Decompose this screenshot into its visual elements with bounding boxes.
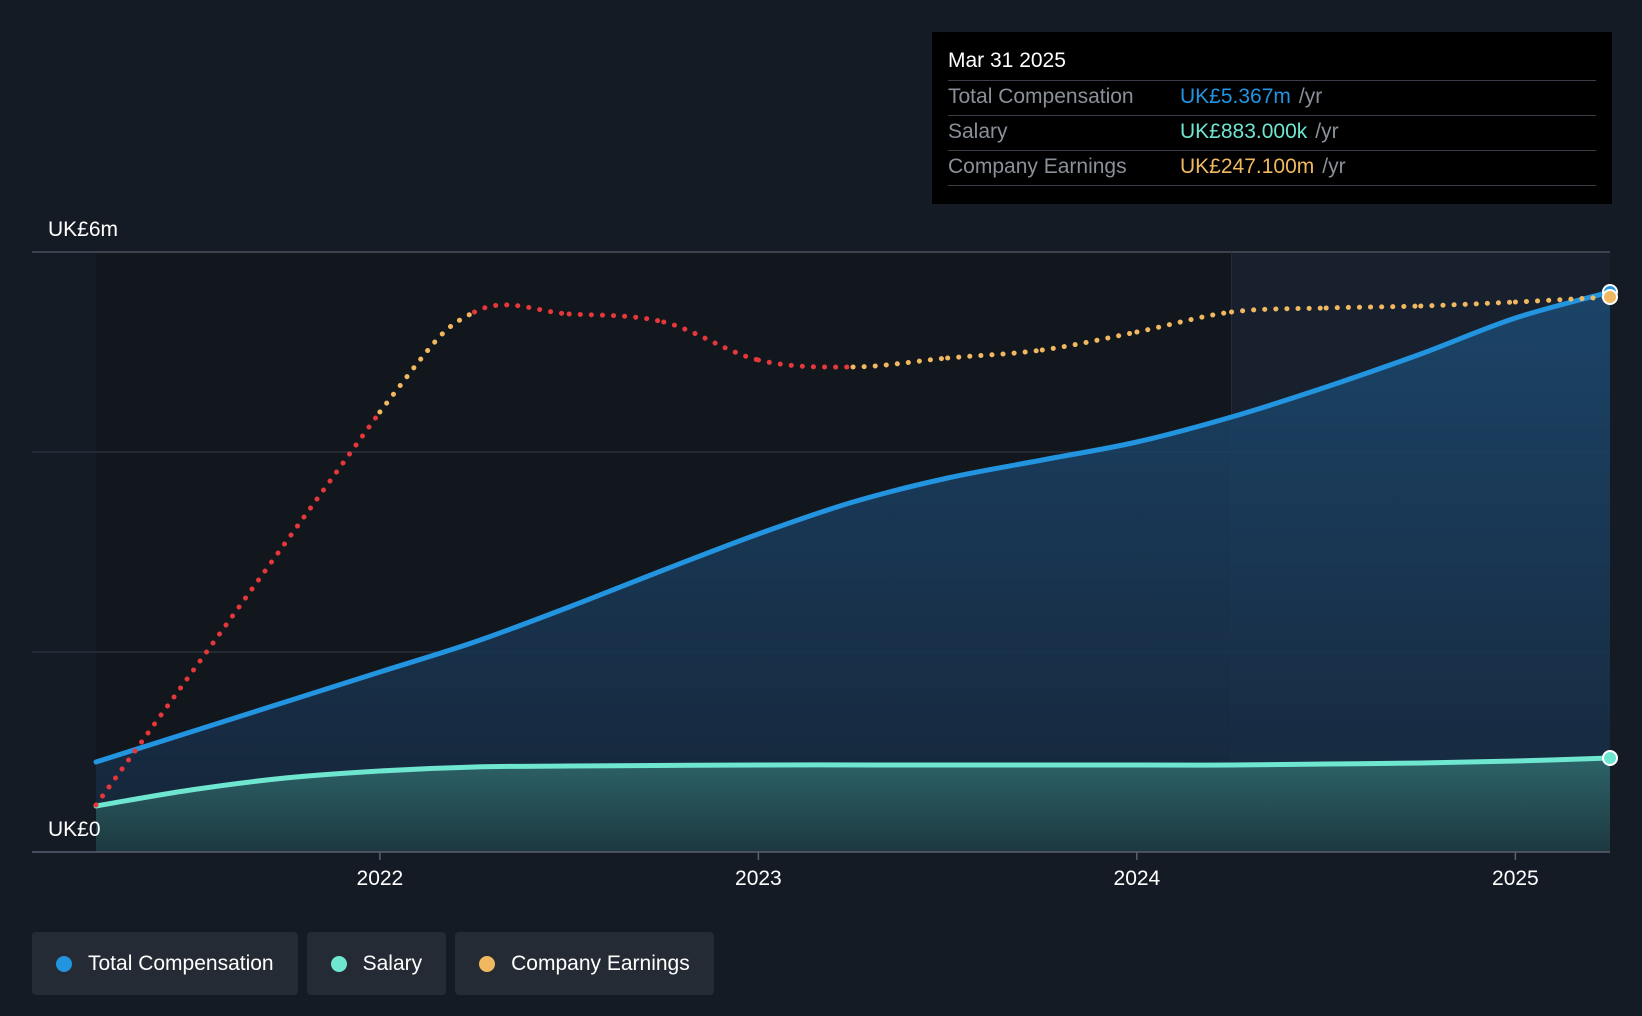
x-tick-label: 2023 [735,867,782,890]
legend-dot-icon [56,955,72,972]
tooltip-unit: /yr [1315,120,1339,143]
salary-line [93,755,1613,809]
tooltip-row-company-earnings: Company Earnings UK£247.100m /yr [948,151,1596,186]
legend: Total Compensation Salary Company Earnin… [32,932,714,995]
x-tick-label: 2022 [357,867,404,890]
company-earnings-line-segment [1418,299,1518,309]
tooltip-row-total-compensation: Total Compensation UK£5.367m /yr [948,81,1596,116]
tooltip-unit: /yr [1322,155,1346,178]
tooltip-unit: /yr [1298,85,1323,108]
tooltip-value: UK£883.000k [1180,120,1308,143]
company-earnings-line-segment [1134,309,1234,335]
company-earnings-line-segment [755,357,856,370]
legend-label: Salary [362,951,423,975]
total-compensation-area [96,292,1610,852]
x-tick-label: 2024 [1114,867,1161,890]
y-axis-top-label: UK£6m [48,218,118,241]
tooltip-label: Total Compensation [948,85,1134,108]
company-earnings-line-segment [850,355,951,370]
legend-item-total-compensation[interactable]: Total Compensation [32,932,298,995]
salary-area [96,758,1610,852]
company-earnings-endpoint [1602,289,1618,305]
tooltip: Mar 31 2025 Total Compensation UK£5.367m… [932,32,1612,204]
company-earnings-line-segment [472,302,572,317]
x-tick-label: 2025 [1492,867,1539,890]
legend-label: Total Compensation [88,951,274,975]
legend-dot-icon [479,955,496,972]
tooltip-value: UK£247.100m [1180,155,1315,178]
legend-item-company-earnings[interactable]: Company Earnings [455,932,714,995]
company-earnings-line-segment [566,311,667,325]
company-earnings-line-segment [1323,303,1424,311]
legend-item-salary[interactable]: Salary [306,932,447,995]
tooltip-label: Company Earnings [948,155,1127,178]
company-earnings-line-segment [661,319,761,363]
company-earnings-line-segment [945,347,1045,361]
tooltip-label: Salary [948,120,1008,143]
total-compensation-line [93,289,1613,765]
tooltip-row-salary: Salary UK£883.000k /yr [948,116,1596,151]
company-earnings-line-segment [1229,305,1329,315]
company-earnings-line-segment [93,409,383,808]
company-earnings-line-segment [1039,329,1140,353]
tooltip-value: UK£5.367m [1180,85,1291,108]
salary-endpoint [1602,750,1618,766]
legend-label: Company Earnings [511,951,690,975]
legend-dot-icon [330,955,347,972]
y-axis-bottom-label: UK£0 [48,818,101,841]
tooltip-date: Mar 31 2025 [948,46,1596,81]
